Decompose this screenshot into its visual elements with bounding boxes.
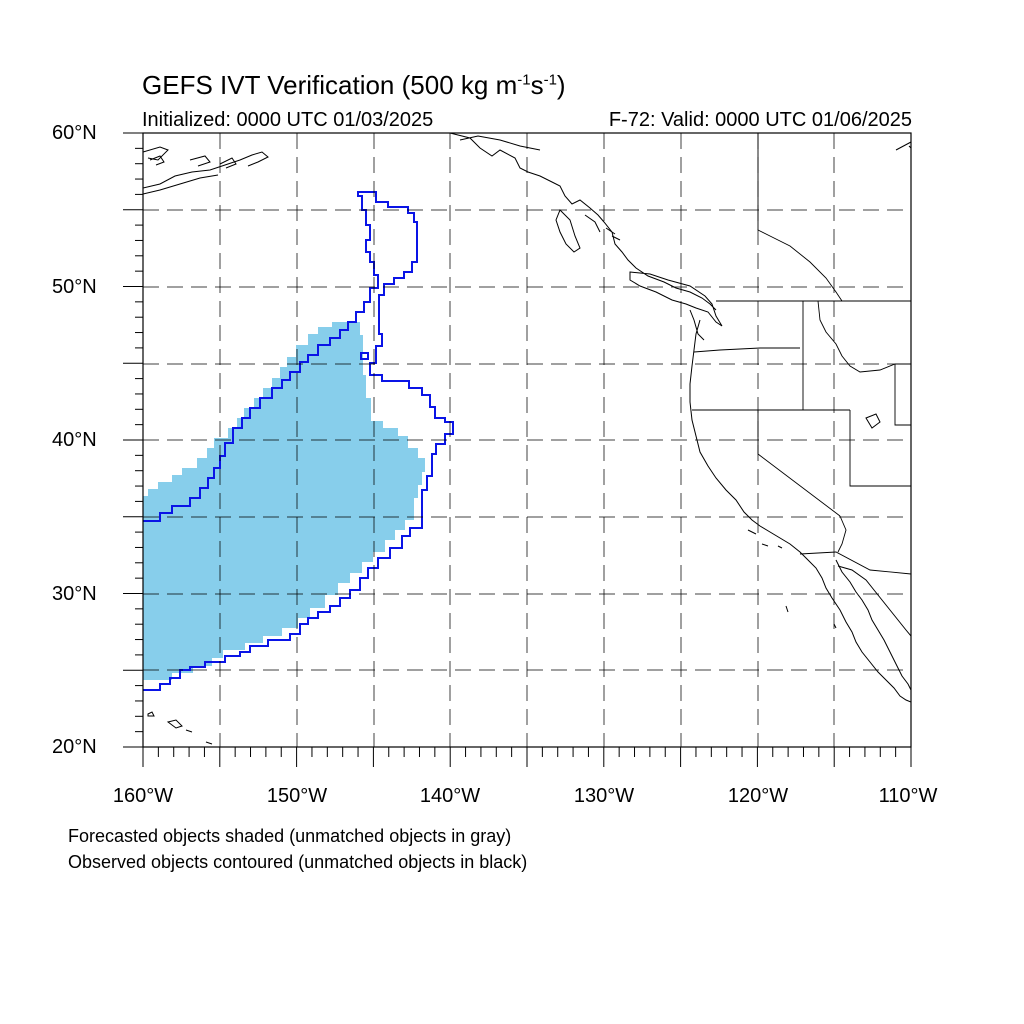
- us-west-coast: [689, 319, 911, 703]
- lat-label-30: 30°N: [52, 583, 97, 605]
- lon-label-150w: 150°W: [266, 785, 328, 807]
- forecast-legend-note: Forecasted objects shaded (unmatched obj…: [68, 826, 512, 846]
- lon-label-160w: 160°W: [112, 785, 174, 807]
- us-mexico-border: [799, 551, 911, 575]
- lat-label-60: 60°N: [52, 122, 97, 144]
- bc-coast: [611, 231, 723, 341]
- observed-object-contour: [143, 191, 454, 691]
- lat-label-50: 50°N: [52, 276, 97, 298]
- idaho-border: [802, 300, 896, 410]
- observed-legend-note: Observed objects contoured (unmatched ob…: [68, 852, 528, 872]
- alaska-panhandle-coast: [449, 133, 621, 253]
- colorado-river: [837, 515, 847, 553]
- init-time-label: Initialized: 0000 UTC 01/03/2025: [142, 109, 434, 131]
- mainland-mexico-coast: [837, 565, 911, 637]
- coastlines: [143, 133, 911, 745]
- political-borders: [692, 133, 911, 575]
- nevada-utah-border: [849, 410, 911, 487]
- valid-time-label: F-72: Valid: 0000 UTC 01/06/2025: [608, 109, 912, 131]
- lat-label-40: 40°N: [52, 429, 97, 451]
- lon-label-130w: 130°W: [573, 785, 635, 807]
- lon-label-120w: 120°W: [727, 785, 789, 807]
- lat-label-20: 20°N: [52, 736, 97, 758]
- grid-lines: [143, 133, 911, 747]
- axis-ticks: [123, 132, 912, 767]
- montana-wyoming-border: [894, 363, 911, 426]
- figure-title: GEFS IVT Verification (500 kg m-1s-1): [142, 70, 566, 100]
- lon-label-140w: 140°W: [419, 785, 481, 807]
- baja-gulf-coast: [835, 559, 911, 691]
- alaska-canada-border: [757, 133, 843, 302]
- lon-label-110w: 110°W: [878, 785, 938, 807]
- alaska-coast: [143, 146, 269, 195]
- forecast-object-shading: [143, 322, 425, 680]
- california-nevada-border: [757, 410, 841, 517]
- observed-object-small: [360, 352, 369, 360]
- islands: [147, 141, 911, 745]
- washington-oregon-border: [693, 347, 800, 353]
